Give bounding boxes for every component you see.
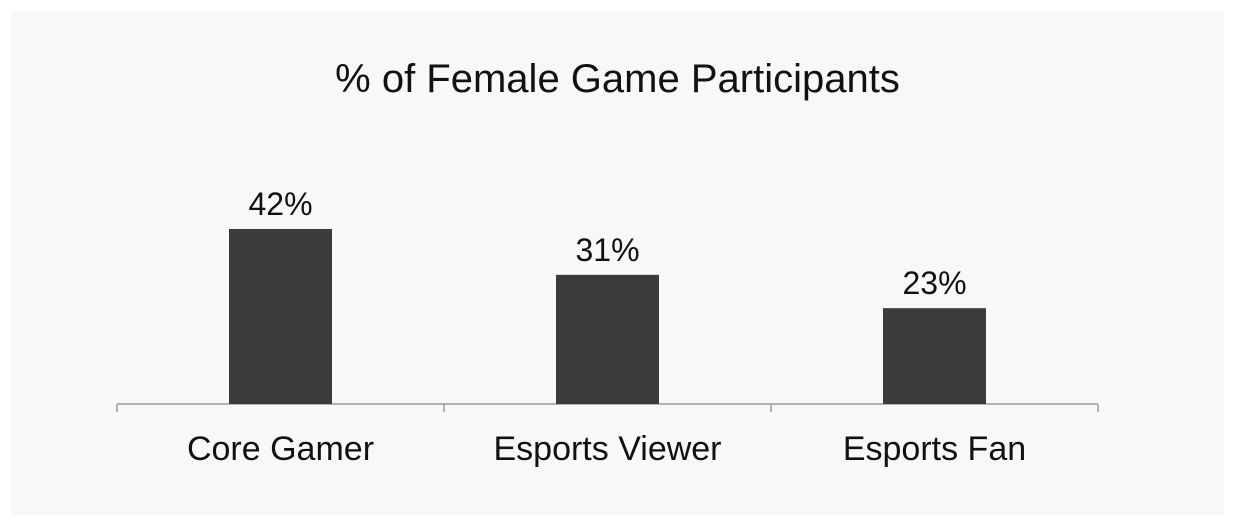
bar-core-gamer [229,229,332,404]
chart-frame: % of Female Game Participants 42% Core Ga… [11,11,1224,515]
bar-chart: 42% Core Gamer 31% Esports Viewer 23% Esports… [116,186,1099,468]
data-label: 42% [248,186,312,222]
category-label: Esports Fan [843,430,1026,468]
bar-esports-fan [883,308,986,404]
bar-esports-viewer [556,274,659,404]
chart-title: % of Female Game Participants [335,57,900,101]
category-label: Esports Viewer [493,430,721,468]
category-label: Core Gamer [187,430,374,468]
data-label: 23% [902,265,966,301]
data-label: 31% [575,232,639,268]
